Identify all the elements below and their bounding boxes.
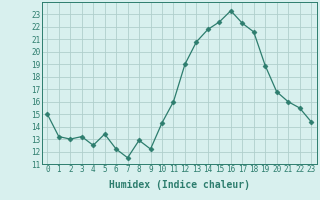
X-axis label: Humidex (Indice chaleur): Humidex (Indice chaleur) — [109, 180, 250, 190]
